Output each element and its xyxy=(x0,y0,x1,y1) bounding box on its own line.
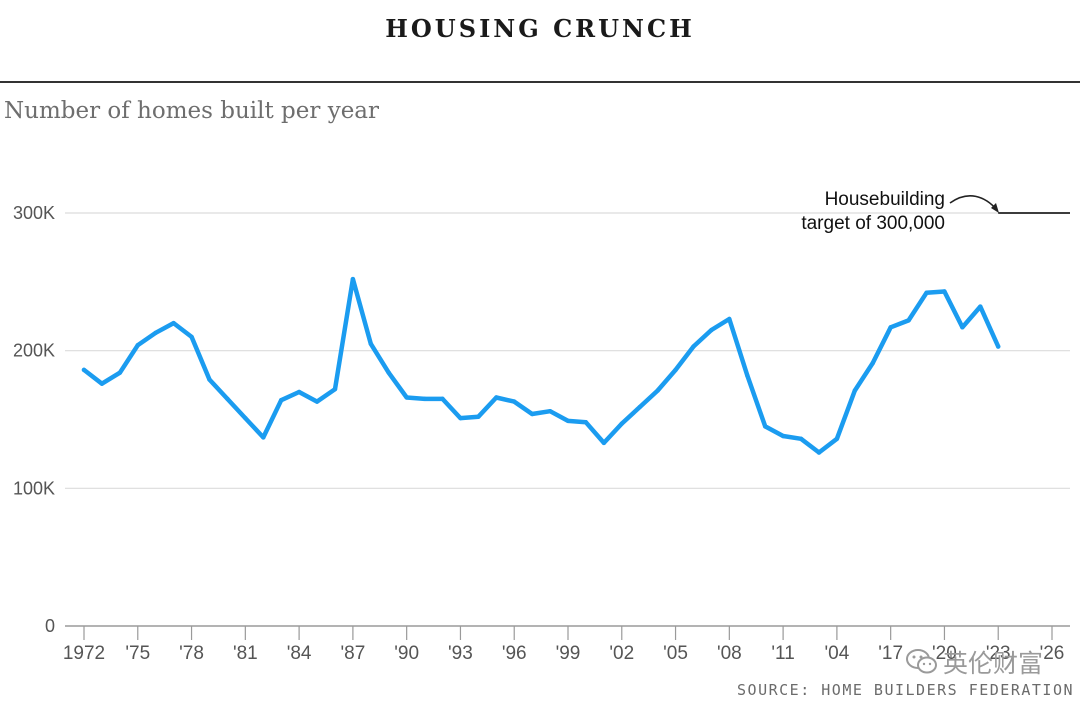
data-point xyxy=(314,399,320,404)
x-tick-label: '23 xyxy=(986,643,1011,664)
data-point xyxy=(637,404,642,410)
title-rule xyxy=(0,81,1080,83)
data-point xyxy=(189,334,194,340)
data-point xyxy=(924,290,929,296)
data-point xyxy=(960,325,965,330)
data-point xyxy=(583,420,589,425)
x-tick-label: '20 xyxy=(932,643,957,664)
data-point xyxy=(601,440,607,446)
data-point xyxy=(386,370,391,375)
series-line xyxy=(81,276,1001,455)
data-point xyxy=(870,360,875,366)
data-point xyxy=(404,395,409,400)
y-tick-label: 0 xyxy=(45,616,55,636)
wechat-icon xyxy=(906,649,937,674)
data-point xyxy=(512,399,517,404)
data-point xyxy=(816,450,822,455)
data-point xyxy=(368,341,374,346)
x-tick-label: '17 xyxy=(878,643,903,664)
chart-title: HOUSING CRUNCH xyxy=(385,14,695,43)
data-point xyxy=(422,396,427,402)
chart-subtitle: Number of homes built per year xyxy=(4,98,380,124)
data-point xyxy=(727,316,732,322)
data-point xyxy=(834,436,840,441)
data-point xyxy=(529,411,535,417)
data-point xyxy=(135,342,140,348)
x-tick-label: '26 xyxy=(1040,643,1065,664)
data-point xyxy=(996,344,1001,349)
data-point xyxy=(906,318,911,323)
data-point xyxy=(243,415,248,421)
data-point xyxy=(153,330,158,335)
data-point xyxy=(350,276,356,282)
target-label-line1: Housebuilding xyxy=(825,189,945,210)
target-annotation: Housebuilding target of 300,000 xyxy=(801,189,1070,234)
y-tick-label: 200K xyxy=(13,341,55,361)
series-homes-built xyxy=(81,276,1001,455)
x-tick-label: '02 xyxy=(609,643,634,664)
x-tick-label: '90 xyxy=(394,643,419,664)
x-tick-label: '05 xyxy=(663,643,688,664)
source-note: SOURCE: HOME BUILDERS FEDERATION xyxy=(737,681,1074,699)
data-point xyxy=(655,388,660,393)
x-tick-label: '84 xyxy=(287,643,312,664)
data-point xyxy=(99,381,105,386)
data-point xyxy=(476,414,481,419)
data-point xyxy=(745,373,750,378)
x-tick-label: '04 xyxy=(825,643,850,664)
target-label-line2: target of 300,000 xyxy=(801,213,945,234)
data-point xyxy=(207,377,212,382)
data-point xyxy=(798,436,804,441)
data-point xyxy=(278,398,284,403)
data-point xyxy=(225,396,230,402)
watermark-text: 英伦财富 xyxy=(943,649,1044,678)
data-point xyxy=(978,304,983,309)
watermark: 英伦财富 xyxy=(905,644,1043,680)
data-point xyxy=(619,421,624,426)
x-tick-label: '87 xyxy=(341,643,366,664)
x-tick-label: '99 xyxy=(556,643,581,664)
x-tick-label: '08 xyxy=(717,643,742,664)
data-point xyxy=(762,424,768,429)
x-tick-label: '78 xyxy=(179,643,204,664)
x-tick-label: '11 xyxy=(771,643,794,664)
x-tick-label: '93 xyxy=(448,643,473,664)
data-point xyxy=(296,389,302,395)
gridlines xyxy=(65,212,1070,489)
data-point xyxy=(888,325,893,330)
data-point xyxy=(117,370,123,375)
data-point xyxy=(494,395,499,400)
data-point xyxy=(440,396,445,402)
data-point xyxy=(709,327,714,333)
target-arrow-icon xyxy=(949,195,998,211)
data-point xyxy=(171,320,176,326)
axes: 0 100K 200K 300K 1972 '75 '78 '81 '84 '87 '90 '93 '9… xyxy=(13,203,1070,664)
y-tick-label: 100K xyxy=(13,478,55,498)
data-point xyxy=(691,344,696,349)
data-point xyxy=(547,409,553,414)
data-point xyxy=(565,418,571,424)
arrowhead-icon xyxy=(991,203,999,213)
x-tick-label: '75 xyxy=(125,643,150,664)
data-point xyxy=(261,435,266,440)
data-point xyxy=(81,367,87,373)
x-tick-label: 1972 xyxy=(63,643,105,664)
data-point xyxy=(780,433,786,439)
data-point xyxy=(942,289,947,294)
x-tick-label: '81 xyxy=(233,643,258,664)
data-point xyxy=(332,387,338,392)
data-point xyxy=(458,415,463,421)
x-tick-label: '96 xyxy=(502,643,527,664)
y-tick-label: 300K xyxy=(13,203,55,223)
data-point xyxy=(852,388,858,393)
data-point xyxy=(673,367,678,373)
